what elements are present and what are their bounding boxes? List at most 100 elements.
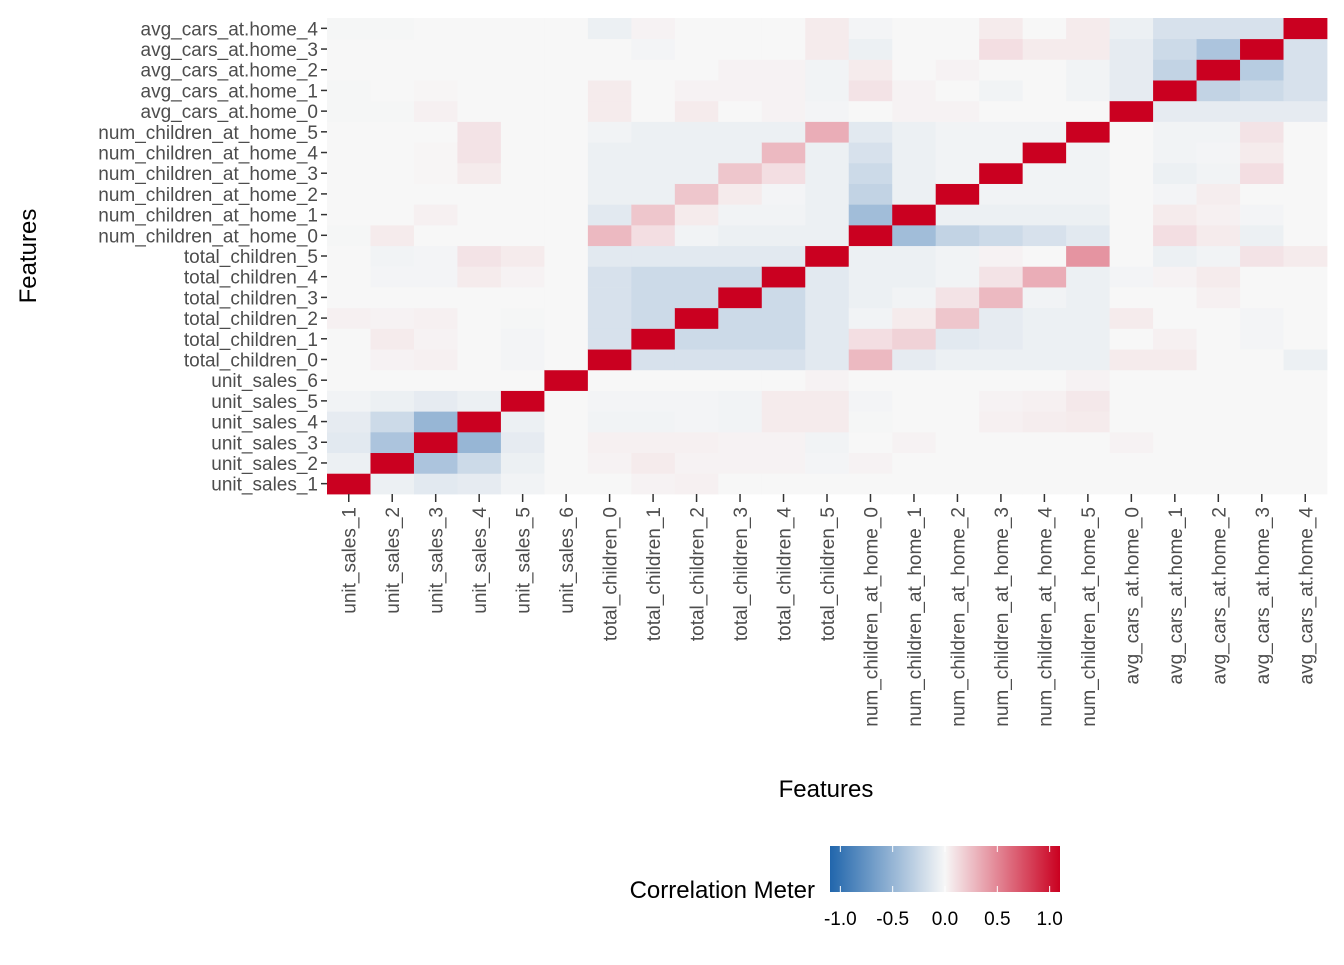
heatmap-cell [1022, 100, 1067, 122]
heatmap-cell [370, 162, 415, 184]
heatmap-cell [674, 183, 719, 205]
heatmap-cell [761, 183, 806, 205]
heatmap-cell [1153, 100, 1197, 122]
heatmap-cell [935, 183, 980, 205]
x-tick-label: unit_sales_5 [514, 507, 535, 614]
heatmap-cell [587, 204, 632, 226]
heatmap-cell [805, 80, 850, 102]
x-tick-label: total_children_4 [775, 507, 796, 642]
heatmap-cell [327, 307, 371, 329]
heatmap-cell [935, 473, 980, 495]
heatmap-cell [1240, 224, 1284, 247]
heatmap-cell [805, 411, 850, 433]
heatmap-cell [1240, 183, 1284, 205]
legend-tick-label: -1.0 [824, 909, 857, 930]
heatmap-cell [1066, 38, 1111, 60]
x-tick-label: num_children_at_home_3 [992, 507, 1013, 727]
heatmap-cell [674, 18, 719, 40]
heatmap-cell [413, 38, 458, 60]
heatmap-cell [1240, 328, 1284, 350]
heatmap-cell [500, 307, 545, 329]
heatmap-cell [1196, 307, 1241, 329]
heatmap-cell [1022, 142, 1067, 164]
heatmap-cell [1283, 349, 1328, 371]
heatmap-cell [631, 287, 676, 309]
legend-tick-label: -0.5 [876, 909, 909, 930]
heatmap-cell [587, 100, 632, 122]
heatmap-cell [674, 121, 719, 143]
heatmap-cell [979, 224, 1024, 247]
heatmap-cell [674, 204, 719, 226]
heatmap-cell [1240, 390, 1284, 412]
heatmap-cell [805, 121, 850, 143]
heatmap-cell [1196, 162, 1241, 184]
heatmap-cell [935, 162, 980, 184]
heatmap-cell [1066, 121, 1111, 143]
heatmap-cell [761, 80, 806, 102]
heatmap-cell [631, 328, 676, 350]
heatmap-cell [413, 162, 458, 184]
heatmap-cell [935, 390, 980, 412]
heatmap-cell [631, 369, 676, 391]
heatmap-cell [413, 100, 458, 122]
heatmap-cell [848, 18, 893, 40]
heatmap-cell [805, 287, 850, 309]
y-axis-title: Features [15, 209, 42, 304]
heatmap-cell [370, 349, 415, 371]
heatmap-cell [674, 307, 719, 329]
heatmap-cell [848, 121, 893, 143]
y-tick-label: unit_sales_5 [211, 392, 318, 413]
heatmap-cell [805, 431, 850, 454]
heatmap-cell [848, 224, 893, 247]
heatmap-cell [327, 121, 371, 143]
heatmap-cell [1109, 452, 1154, 474]
heatmap-cell [413, 431, 458, 454]
heatmap-cell [500, 431, 545, 454]
heatmap-cell [370, 307, 415, 329]
heatmap-cell [1022, 390, 1067, 412]
heatmap-cell [935, 411, 980, 433]
heatmap-cell [1109, 369, 1154, 391]
heatmap-cell [500, 452, 545, 474]
heatmap-cell [805, 183, 850, 205]
heatmap-cell [413, 183, 458, 205]
heatmap-cell [587, 80, 632, 102]
heatmap-cell [848, 38, 893, 60]
heatmap-cell [327, 287, 371, 309]
heatmap-cell [892, 390, 937, 412]
heatmap-cell [370, 431, 415, 454]
heatmap-cell [848, 431, 893, 454]
heatmap-cell [674, 328, 719, 350]
y-tick-label: total_children_3 [184, 288, 318, 309]
heatmap-cell [631, 38, 676, 60]
heatmap-cell [457, 18, 502, 40]
heatmap-cell [1022, 224, 1067, 247]
heatmap-cell [544, 183, 589, 205]
heatmap-cell [892, 266, 937, 288]
heatmap-cell [500, 328, 545, 350]
heatmap-cell [631, 183, 676, 205]
heatmap-cell [1283, 411, 1328, 433]
heatmap-cell [1022, 245, 1067, 267]
heatmap-cell [1066, 452, 1111, 474]
heatmap-cell [892, 411, 937, 433]
heatmap-cell [544, 80, 589, 102]
heatmap-cell [544, 162, 589, 184]
y-tick-label: avg_cars_at.home_0 [141, 102, 318, 123]
heatmap-cell [544, 431, 589, 454]
heatmap-cell [631, 18, 676, 40]
heatmap-cell [544, 204, 589, 226]
heatmap-cell [1196, 121, 1241, 143]
heatmap-cell [1066, 18, 1111, 40]
heatmap-cell [631, 80, 676, 102]
heatmap-cell [848, 307, 893, 329]
heatmap-cell [327, 80, 371, 102]
heatmap-cell [761, 349, 806, 371]
heatmap-cell [544, 369, 589, 391]
heatmap-cell [979, 245, 1024, 267]
heatmap-cell [631, 142, 676, 164]
heatmap-cell [674, 452, 719, 474]
heatmap-cell [718, 411, 763, 433]
